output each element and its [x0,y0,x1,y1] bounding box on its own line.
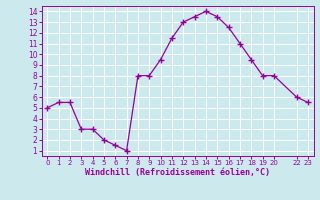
X-axis label: Windchill (Refroidissement éolien,°C): Windchill (Refroidissement éolien,°C) [85,168,270,177]
